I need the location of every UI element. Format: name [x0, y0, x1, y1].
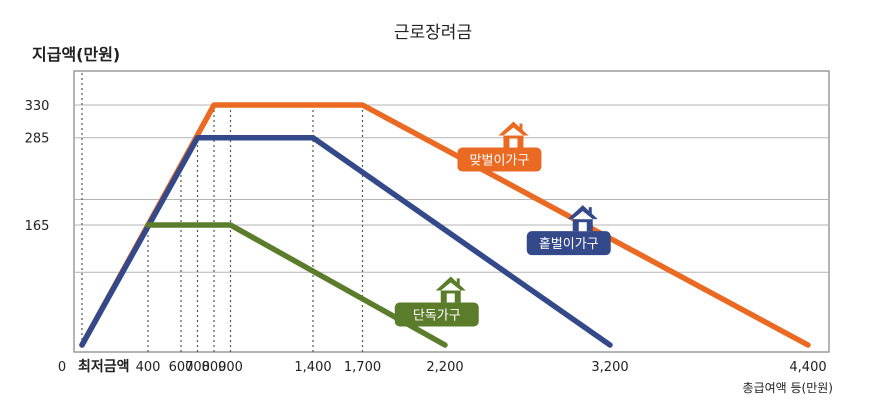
series-line	[145, 222, 448, 348]
house-inner	[503, 127, 524, 136]
x-tick-label: 2,200	[426, 360, 463, 375]
house-inner	[440, 282, 461, 291]
y-axis-label: 지급액(만원)	[32, 45, 120, 64]
house-door	[578, 222, 587, 232]
x-tick-label: 1,400	[294, 360, 331, 375]
x-origin-label: 0	[58, 360, 66, 375]
y-tick-label: 165	[25, 219, 50, 234]
y-tick-label: 285	[25, 132, 50, 147]
x-tick-label: 3,200	[591, 360, 628, 375]
house-icon	[567, 205, 598, 232]
house-icon	[498, 121, 529, 148]
house-door	[446, 293, 455, 303]
x-tick-label: 400	[136, 360, 161, 375]
series-label-box	[394, 302, 479, 327]
chart-title: 근로장려금	[394, 23, 472, 43]
y-tick-label: 330	[25, 99, 50, 114]
house-icon	[435, 276, 466, 303]
house-chimney	[519, 123, 523, 131]
series-label-box	[457, 147, 542, 172]
x-tick-label: 900	[218, 360, 243, 375]
x-tick-label: 800	[202, 360, 227, 375]
x-tick-label: 1,700	[344, 360, 381, 375]
series-label: 단독가구	[413, 308, 461, 323]
x-tick-label: 4,400	[789, 360, 826, 375]
x-tick-label: 600	[169, 360, 194, 375]
x-min-label: 최저금액	[78, 358, 130, 375]
house-door	[509, 138, 518, 148]
series-label-box	[526, 231, 611, 256]
x-tick-label: 700	[185, 360, 210, 375]
series-line	[79, 134, 613, 348]
house-inner	[572, 211, 593, 220]
series-label: 홑벌이가구	[539, 237, 599, 252]
house-chimney	[456, 278, 460, 286]
x-axis-label: 총급여액 등(만원)	[743, 381, 833, 395]
series-label: 맞벌이가구	[470, 154, 530, 169]
house-chimney	[588, 207, 592, 215]
